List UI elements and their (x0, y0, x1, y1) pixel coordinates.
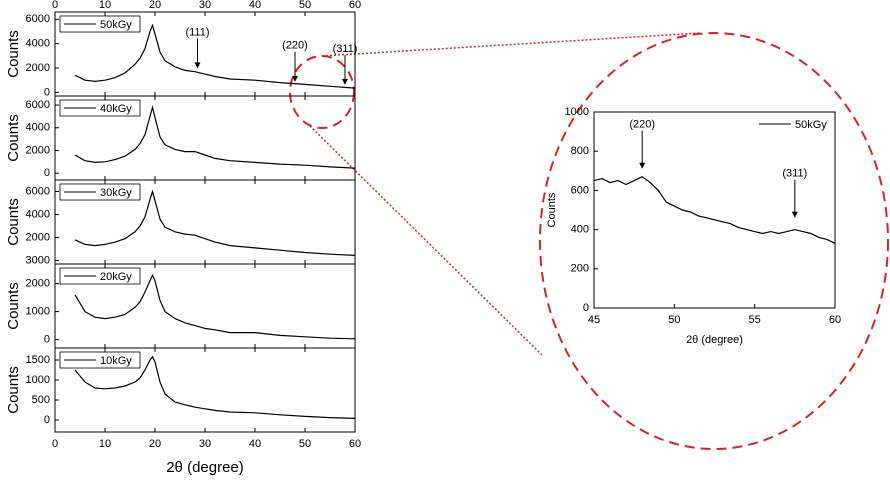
y-tick-label: 4000 (26, 38, 50, 50)
annotation-arrowhead (639, 162, 646, 169)
annotation: (311) (782, 168, 807, 180)
y-tick-label: 1000 (565, 106, 589, 118)
legend-label: 20kGy (100, 271, 132, 283)
x-tick-label: 0 (52, 438, 58, 450)
x-tick-label: 20 (149, 438, 161, 450)
x-tick-label: 60 (349, 438, 361, 450)
y-tick-label: 0 (583, 302, 589, 314)
y-tick-label: 800 (571, 145, 589, 157)
annotation: (311) (333, 43, 358, 55)
data-line (74, 105, 356, 169)
y-tick-label: 400 (571, 224, 589, 236)
legend-box (59, 183, 141, 201)
x-axis-label: 2θ (degree) (166, 459, 244, 476)
legend-label: 10kGy (100, 355, 132, 367)
y-tick-label: 6000 (26, 99, 50, 111)
y-tick-label: 600 (571, 184, 589, 196)
y-tick-label: 1500 (26, 354, 50, 366)
x-tick-label: 50 (299, 438, 311, 450)
x-tick-label: 10 (99, 0, 111, 11)
y-tick-label: 0 (44, 334, 50, 346)
zoom-source-circle (289, 55, 355, 129)
y-axis-label: Counts (5, 114, 22, 162)
data-line (74, 273, 356, 340)
legend-label: 40kGy (100, 103, 132, 115)
x-tick-label: 50 (668, 314, 680, 326)
x-tick-label: 30 (199, 0, 211, 11)
y-tick-label: 1000 (26, 374, 50, 386)
x-tick-label: 30 (199, 438, 211, 450)
y-tick-label: 4000 (26, 122, 50, 134)
annotation: (220) (629, 119, 655, 131)
y-tick-label: 2000 (26, 62, 50, 74)
y-tick-label: 4000 (26, 208, 50, 220)
annotation-arrowhead (342, 78, 348, 85)
y-tick-label: 2000 (26, 231, 50, 243)
legend-label: 50kGy (100, 19, 132, 31)
y-axis-label: Counts (5, 198, 22, 246)
legend-label: 30kGy (100, 187, 132, 199)
y-tick-label: 1000 (26, 306, 50, 318)
y-tick-label: 6000 (26, 185, 50, 197)
y-tick-label: 500 (32, 394, 50, 406)
zoom-circle (539, 32, 889, 450)
x-tick-label: 0 (52, 0, 58, 11)
data-line (593, 176, 836, 244)
y-axis-label: Counts (546, 192, 558, 227)
y-axis-label: Counts (5, 366, 22, 414)
x-tick-label: 10 (99, 438, 111, 450)
annotation-arrowhead (194, 62, 201, 69)
annotation: (111) (185, 26, 209, 38)
x-tick-label: 40 (249, 0, 261, 11)
y-axis-label: Counts (5, 30, 22, 78)
zoom-connector (309, 125, 543, 356)
plot-frame (593, 111, 836, 309)
y-axis-label: Counts (5, 282, 22, 330)
x-tick-label: 45 (588, 314, 600, 326)
annotation-arrowhead (292, 75, 298, 82)
annotation-arrowhead (791, 211, 798, 218)
y-tick-label: 200 (571, 263, 589, 275)
legend-box (59, 267, 141, 285)
data-line (74, 355, 356, 419)
zoom-connector (321, 32, 701, 57)
data-line (74, 189, 356, 256)
x-tick-label: 60 (829, 314, 841, 326)
data-line (74, 23, 356, 89)
y-tick-label: 3000 (26, 254, 50, 266)
x-tick-label: 20 (149, 0, 161, 11)
annotation: (220) (282, 40, 308, 52)
y-tick-label: 2000 (26, 144, 50, 156)
legend-label: 50kGy (795, 119, 827, 131)
x-tick-label: 55 (749, 314, 761, 326)
x-tick-label: 40 (249, 438, 261, 450)
x-axis-label: 2θ (degree) (686, 334, 743, 346)
y-tick-label: 2000 (26, 278, 50, 290)
y-tick-label: 0 (44, 86, 50, 98)
y-tick-label: 0 (44, 167, 50, 179)
legend-box (59, 351, 141, 369)
y-tick-label: 6000 (26, 13, 50, 25)
x-tick-label: 60 (349, 0, 361, 11)
legend-box (59, 15, 141, 33)
y-tick-label: 0 (44, 414, 50, 426)
x-tick-label: 50 (299, 0, 311, 11)
legend-box (59, 99, 141, 117)
